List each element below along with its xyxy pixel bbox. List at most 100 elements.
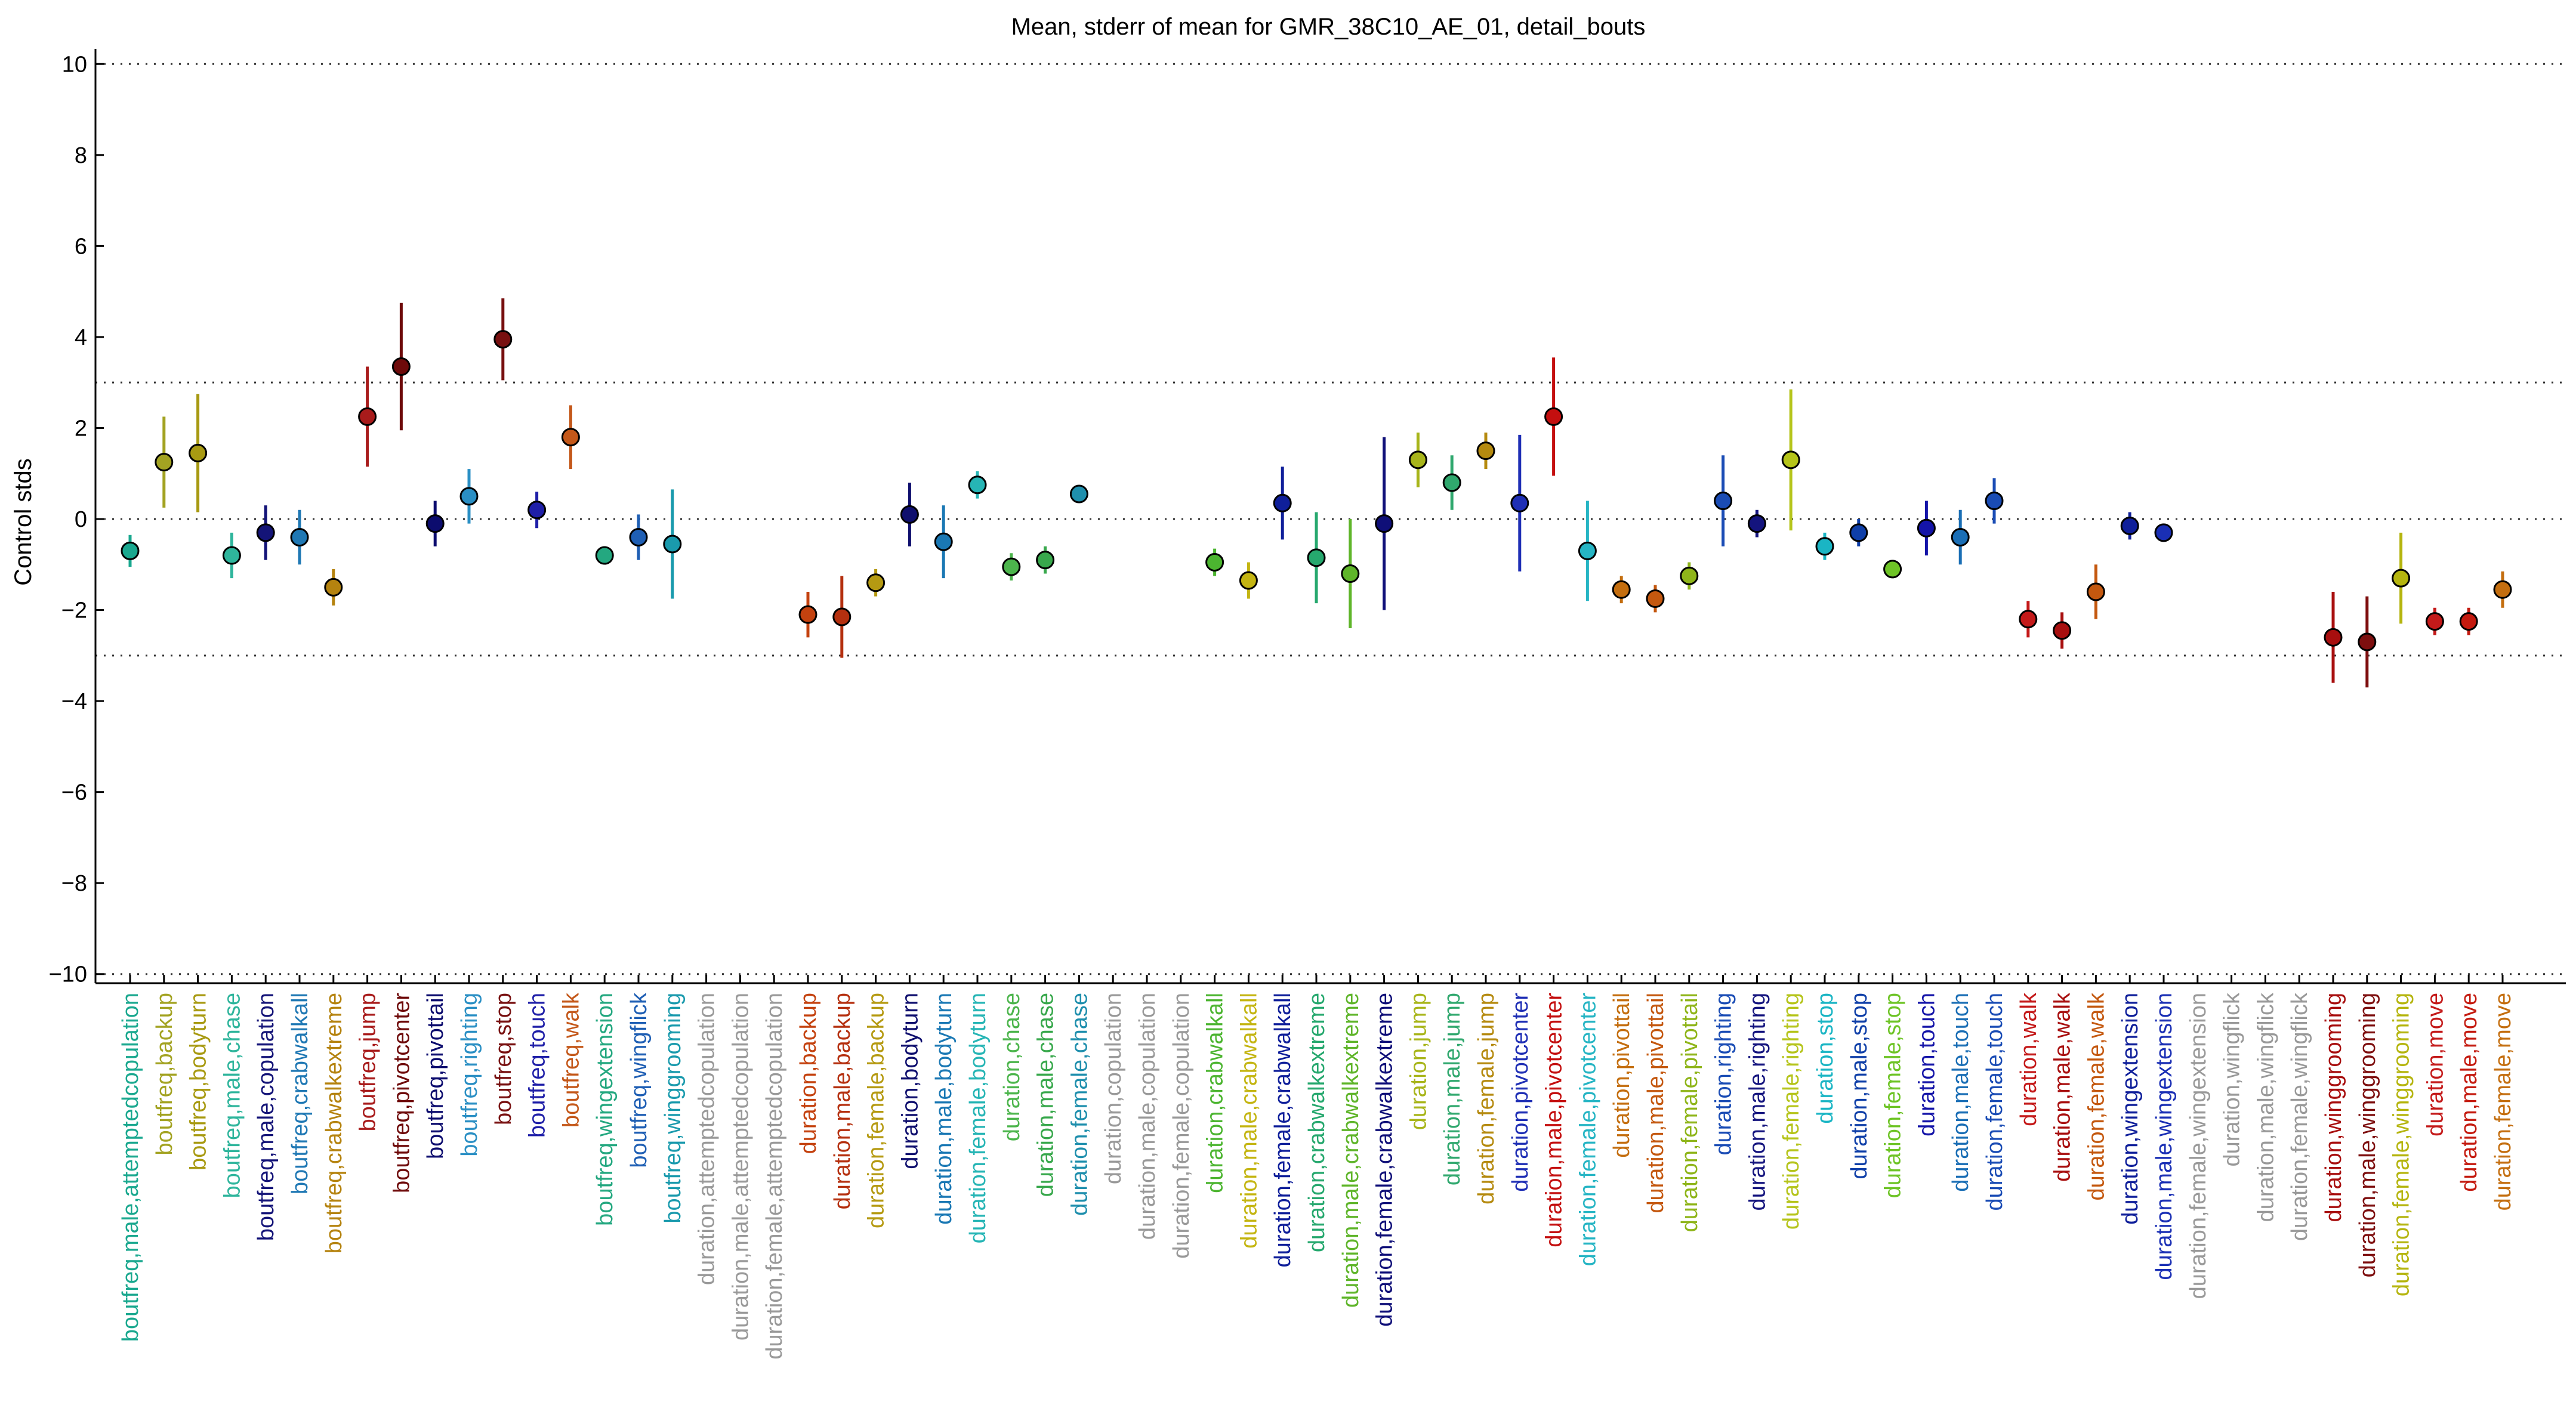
x-tick-label: boutfreq,crabwalkextreme (322, 993, 347, 1253)
x-tick-label: boutfreq,wingextension (593, 993, 618, 1226)
mean-marker (2358, 632, 2377, 651)
mean-marker (1646, 589, 1665, 608)
mean-marker (1002, 557, 1021, 576)
x-tick-label: duration,female,chase (1067, 993, 1092, 1216)
x-axis: boutfreq,male,attemptedcopulation boutfre… (95, 975, 2566, 1360)
x-tick-label: duration,male,pivotcenter (1542, 993, 1567, 1247)
mean-marker (1612, 580, 1631, 599)
x-tick-label: duration,walk (2016, 992, 2041, 1126)
x-tick-label: duration,female,attemptedcopulation (762, 993, 787, 1360)
mean-marker (1442, 473, 1461, 492)
x-tick-label: duration,male,wingflick (2253, 992, 2278, 1222)
x-tick-label: duration,female,righting (1779, 993, 1804, 1230)
mean-marker (1205, 552, 1224, 572)
x-tick-label: duration,pivotcenter (1508, 993, 1533, 1192)
x-tick-label: duration,female,copulation (1169, 993, 1194, 1259)
mean-marker (629, 528, 648, 547)
x-tick-label: duration,bodyturn (897, 993, 923, 1169)
x-tick-label: duration,female,pivotcenter (1575, 993, 1600, 1267)
x-tick-label: boutfreq,jump (356, 993, 381, 1131)
chart-title: Mean, stderr of mean for GMR_38C10_AE_01… (1011, 14, 1646, 40)
x-tick-label: duration,winggrooming (2321, 993, 2346, 1222)
x-tick-label: duration,female,walk (2084, 992, 2109, 1201)
x-tick-label: boutfreq,pivottail (423, 993, 448, 1159)
mean-marker (900, 505, 919, 524)
mean-marker (189, 443, 208, 462)
x-tick-label: duration,female,touch (1982, 993, 2007, 1210)
x-tick-label: duration,male,jump (1440, 993, 1465, 1185)
mean-marker (1544, 407, 1563, 426)
x-tick-label: boutfreq,winggrooming (661, 993, 686, 1224)
x-tick-label: duration,female,wingflick (2287, 992, 2312, 1241)
mean-marker (2392, 569, 2411, 588)
x-tick-label: duration,male,winggrooming (2355, 993, 2380, 1277)
mean-marker (358, 407, 377, 426)
mean-marker (2086, 582, 2105, 601)
mean-marker (425, 514, 445, 533)
mean-marker (2324, 628, 2343, 647)
x-tick-label: boutfreq,bodyturn (186, 993, 211, 1171)
x-tick-label: duration,pivottail (1609, 993, 1634, 1158)
x-tick-label: duration,male,touch (1948, 993, 1973, 1192)
x-tick-label: duration,male,wingextension (2152, 993, 2177, 1280)
threshold-lines (95, 63, 2566, 975)
mean-marker (832, 607, 852, 626)
x-tick-label: boutfreq,backup (152, 993, 177, 1156)
x-tick-label: boutfreq,walk (559, 992, 584, 1128)
mean-marker (2019, 610, 2038, 629)
mean-marker (2459, 612, 2478, 631)
x-tick-label: duration,male,bodyturn (931, 993, 957, 1225)
mean-marker (155, 453, 174, 472)
y-tick-label: 6 (75, 234, 87, 259)
mean-marker (2154, 523, 2173, 542)
x-tick-label: duration,copulation (1101, 993, 1126, 1184)
x-tick-label: duration,male,copulation (1135, 993, 1160, 1240)
x-tick-label: duration,move (2423, 993, 2448, 1137)
mean-marker (1883, 560, 1902, 579)
mean-marker (866, 573, 886, 592)
mean-marker (1714, 491, 1733, 510)
x-tick-label: duration,jump (1406, 993, 1431, 1130)
y-tick-label: 10 (62, 52, 87, 77)
mean-marker (459, 487, 479, 506)
x-tick-label: boutfreq,male,attemptedcopulation (118, 993, 143, 1342)
mean-marker (968, 475, 987, 495)
x-tick-label: duration,wingflick (2220, 992, 2245, 1166)
x-tick-label: duration,female,move (2491, 993, 2516, 1210)
mean-marker (1408, 450, 1427, 470)
data-marks (121, 298, 2512, 688)
x-tick-label: duration,male,crabwalkextreme (1338, 993, 1363, 1308)
x-tick-label: duration,righting (1711, 993, 1736, 1156)
y-tick-label: 8 (75, 143, 87, 168)
x-tick-label: duration,male,move (2457, 993, 2482, 1192)
mean-marker (1036, 551, 1055, 570)
y-tick-label: −4 (61, 689, 87, 714)
mean-marker (1815, 537, 1834, 556)
x-tick-label: duration,wingextension (2118, 993, 2143, 1225)
x-tick-label: boutfreq,righting (457, 993, 482, 1157)
x-tick-label: duration,male,righting (1745, 993, 1770, 1210)
x-tick-label: duration,male,walk (2050, 992, 2075, 1182)
y-tick-label: 0 (75, 507, 87, 532)
mean-marker (1510, 493, 1529, 512)
mean-marker (1680, 566, 1699, 585)
mean-marker (1781, 450, 1800, 470)
x-tick-label: duration,female,jump (1474, 993, 1499, 1205)
x-tick-label: duration,female,crabwalkextreme (1372, 993, 1397, 1327)
mean-marker (2053, 621, 2072, 640)
x-tick-label: boutfreq,touch (525, 993, 550, 1138)
mean-marker (493, 330, 513, 349)
mean-marker (1239, 571, 1258, 590)
x-tick-label: duration,crabwalkextreme (1304, 993, 1329, 1252)
x-tick-label: duration,backup (796, 993, 821, 1154)
mean-marker (1273, 493, 1292, 512)
y-tick-label: 2 (75, 416, 87, 441)
mean-marker (561, 428, 580, 447)
x-tick-label: duration,male,crabwalkall (1236, 993, 1261, 1249)
y-tick-label: −2 (61, 598, 87, 623)
x-tick-label: boutfreq,pivotcenter (389, 993, 414, 1193)
mean-marker (934, 532, 953, 551)
x-tick-label: duration,chase (999, 993, 1025, 1141)
mean-marker (1985, 491, 2004, 510)
